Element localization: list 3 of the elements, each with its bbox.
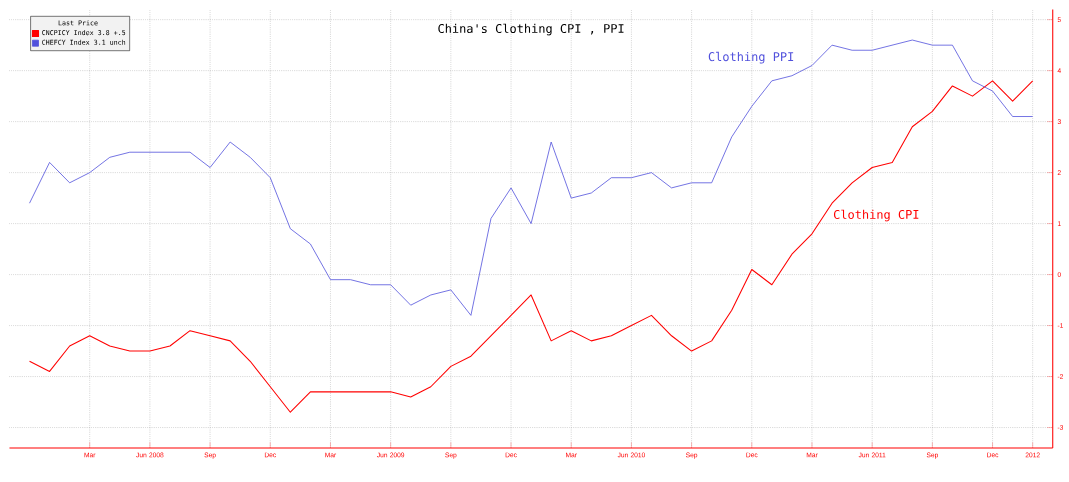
annotation: Clothing PPI: [708, 51, 794, 64]
text: China's Clothing CPI , PPI: [438, 23, 624, 36]
annotation: Clothing CPI: [833, 209, 919, 222]
